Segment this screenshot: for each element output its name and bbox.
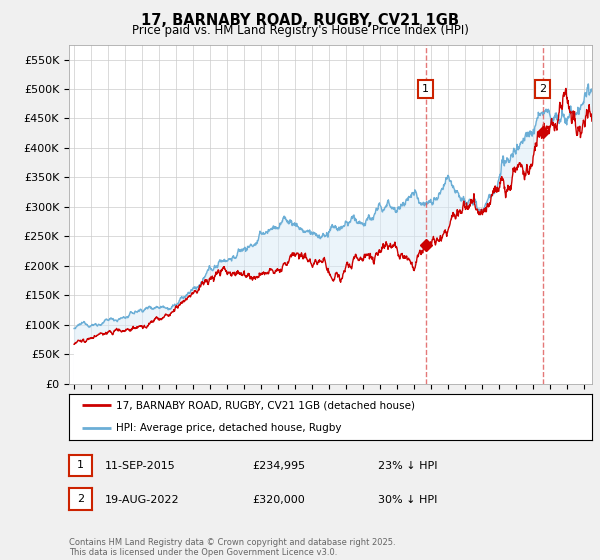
Text: £320,000: £320,000: [252, 494, 305, 505]
Text: 19-AUG-2022: 19-AUG-2022: [105, 494, 179, 505]
Text: 17, BARNABY ROAD, RUGBY, CV21 1GB (detached house): 17, BARNABY ROAD, RUGBY, CV21 1GB (detac…: [116, 400, 415, 410]
Text: 17, BARNABY ROAD, RUGBY, CV21 1GB: 17, BARNABY ROAD, RUGBY, CV21 1GB: [141, 13, 459, 28]
Text: Price paid vs. HM Land Registry's House Price Index (HPI): Price paid vs. HM Land Registry's House …: [131, 24, 469, 37]
Text: 1: 1: [77, 460, 84, 470]
Text: 2: 2: [77, 494, 84, 504]
Text: 30% ↓ HPI: 30% ↓ HPI: [378, 494, 437, 505]
Text: 11-SEP-2015: 11-SEP-2015: [105, 461, 176, 471]
Text: Contains HM Land Registry data © Crown copyright and database right 2025.
This d: Contains HM Land Registry data © Crown c…: [69, 538, 395, 557]
Text: HPI: Average price, detached house, Rugby: HPI: Average price, detached house, Rugb…: [116, 423, 341, 433]
Text: £234,995: £234,995: [252, 461, 305, 471]
Text: 1: 1: [422, 84, 429, 94]
Text: 23% ↓ HPI: 23% ↓ HPI: [378, 461, 437, 471]
Text: 2: 2: [539, 84, 547, 94]
